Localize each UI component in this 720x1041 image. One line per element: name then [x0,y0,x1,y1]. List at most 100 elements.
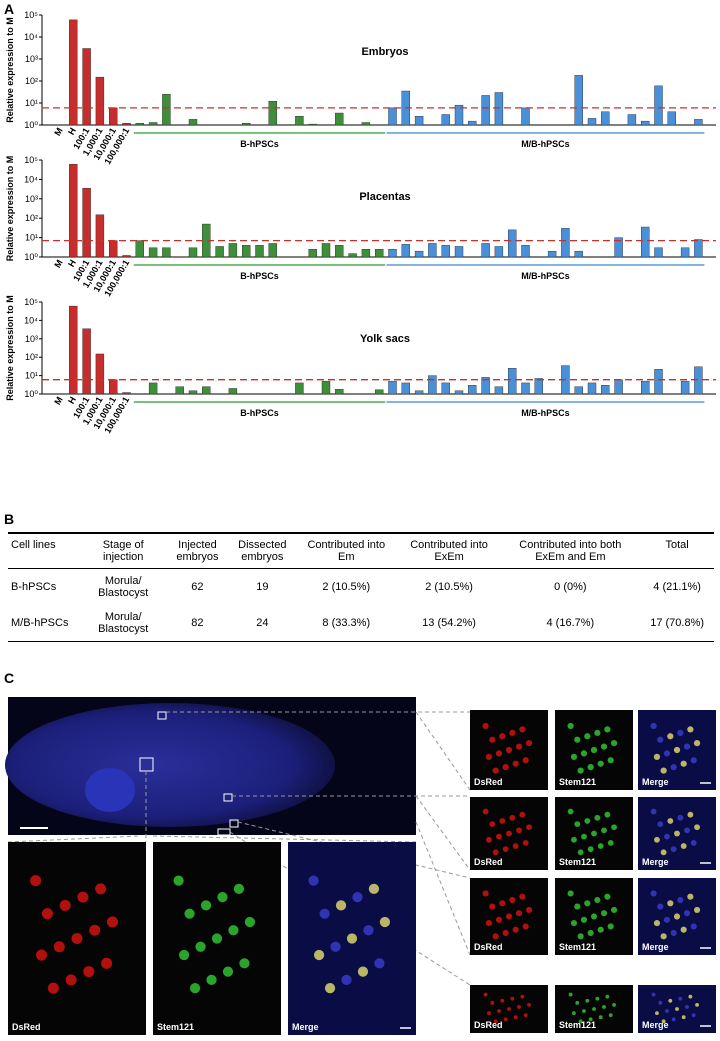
cell-signal [654,836,660,843]
bar [587,118,597,126]
cell-signal [604,811,611,818]
cell-signal [574,821,581,828]
cell-signal [663,916,671,923]
bar [414,116,424,126]
cell-signal [677,814,684,821]
cell-signal [567,722,574,730]
bar [388,249,397,258]
bar [295,382,304,395]
bar [414,390,424,395]
cell-signal [499,733,506,740]
bar [481,377,490,395]
header-cell: Stage of injection [81,532,166,569]
cell-signal [683,910,691,917]
cell-signal [206,974,217,985]
cell-signal [570,920,578,927]
section-image [5,697,416,836]
header-cell: Contributed into both ExEm and Em [500,532,641,569]
cell-signal [485,920,493,927]
x-tick-label: H [66,126,78,137]
cell-signal [650,890,657,897]
cell-signal [655,1011,659,1016]
bar [335,112,344,126]
y-tick-label: 10² [25,352,38,362]
y-axis-label: Relative expression to M [5,295,15,401]
y-tick-label: 10⁴ [24,32,38,42]
cell-signal [687,893,694,900]
cell-signal [313,949,325,961]
cell-signal [657,821,664,828]
header-row: Cell lines Stage of injection Injected emb… [8,532,714,569]
cell-signal [670,764,677,771]
bar [335,389,344,395]
image-label: Merge [642,777,669,787]
x-tick-label: M [52,258,64,269]
cell-signal [173,875,184,886]
bar [388,380,397,395]
bar [361,249,371,258]
cell-signal [83,966,95,978]
table: Cell lines Stage of injection Injected emb… [8,532,714,642]
bar [255,245,264,258]
cell-signal [597,843,604,849]
bar [241,245,251,258]
cell-signal [693,906,701,913]
cell-signal [612,1002,616,1007]
cell-signal [575,1000,580,1005]
cell-signal [489,821,496,828]
bar [641,380,650,395]
y-tick-label: 10⁰ [24,389,38,399]
cell-signal [335,900,347,911]
bar [654,369,663,395]
x-tick-label: M [52,126,64,137]
cell-signal [687,811,694,818]
cell-signal [580,750,588,757]
cell-signal [496,833,502,840]
cell-signal [520,994,525,999]
cell-signal [650,722,657,730]
cell-signal [691,1013,696,1018]
table-row: B-hPSCs Morula/ Blastocyst 62 19 2 (10.5%) 2 … [8,569,714,606]
cell-signal [522,757,529,764]
cell-signal [489,903,496,910]
cell-signal [677,729,684,736]
cell-signal [581,833,587,840]
cell-signal [610,740,618,747]
bar [468,120,477,126]
bar [95,214,105,258]
cell-signal [580,916,588,923]
table-cell: M/B-hPSCs [8,605,82,642]
cell-signal [519,726,526,733]
cell-signal [503,1017,508,1022]
cell-signal [505,913,513,920]
cell-signal [492,933,499,940]
cell-signal [574,736,581,743]
bar [454,104,464,126]
bar [481,95,490,126]
image-label: DsRed [474,942,503,952]
bar [481,243,490,258]
cell-signal [487,1011,491,1016]
cell-signal [505,746,513,754]
bar [69,305,78,395]
bar [654,247,663,258]
cell-signal [604,726,611,733]
y-axis-label: Relative expression to M [5,156,15,262]
bar [508,229,517,258]
cell-signal [509,814,516,821]
cell-signal [587,846,594,853]
panel-letter: C [4,670,14,686]
cell-signal [673,746,681,754]
bar [694,239,703,258]
table-cell: 0 (0%) [554,581,587,593]
cell-signal [578,1019,583,1024]
cell-signal [489,736,496,743]
header-cell: Contributed into ExEm [397,532,501,569]
cell-signal [195,941,206,952]
cell-signal [497,1009,501,1013]
cell-signal [677,896,684,904]
cell-signal [584,900,591,907]
bar [534,378,543,395]
table-cell: 2 (10.5%) [425,581,473,593]
cell-signal [500,998,505,1003]
